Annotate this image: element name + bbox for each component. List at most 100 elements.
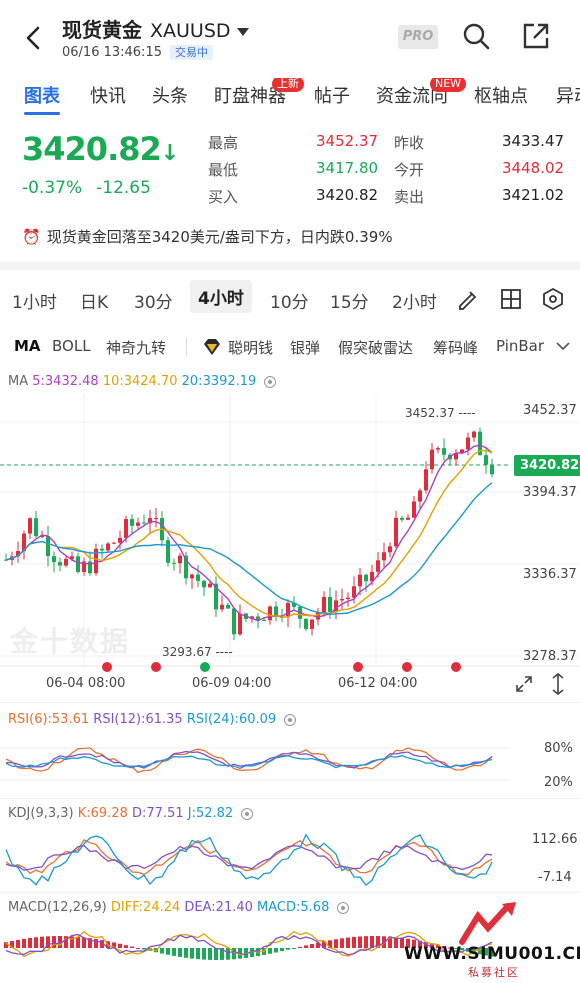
tab-headlines[interactable]: 头条: [152, 82, 188, 108]
indicator-smart-money[interactable]: 聪明钱: [228, 339, 274, 357]
candle-body: [454, 453, 458, 460]
candle-body: [4, 559, 8, 561]
period-2h[interactable]: 2小时: [392, 293, 437, 313]
indicator-magic-nine[interactable]: 神奇九转: [106, 339, 167, 357]
macd-bar: [304, 945, 308, 948]
macd-bar: [172, 948, 176, 956]
period-10m[interactable]: 10分: [270, 293, 309, 313]
x-tick: 06-04 08:00: [46, 676, 126, 691]
candle-body: [484, 455, 488, 465]
symbol-title[interactable]: 现货黄金 XAUUSD: [62, 14, 249, 43]
indicator-ma[interactable]: MA: [14, 337, 41, 355]
candle-body: [418, 490, 422, 502]
macd-bar: [88, 938, 92, 948]
indicator-silver-bullet[interactable]: 银弹: [290, 339, 321, 357]
site-subtitle: 私募社区: [468, 966, 520, 979]
low-marker-value: 3293.67: [162, 645, 212, 659]
macd-bar: [58, 936, 62, 948]
candle-body: [178, 555, 182, 564]
candle-body: [124, 519, 128, 538]
macd-bar: [178, 948, 182, 957]
tab-pivot[interactable]: 枢轴点: [474, 82, 528, 108]
candle-body: [274, 606, 278, 617]
period-15m[interactable]: 15分: [330, 293, 369, 313]
share-external-icon[interactable]: [522, 22, 550, 50]
macd-value: MACD:5.68: [257, 900, 330, 915]
macd-bar: [118, 943, 122, 948]
macd-bar: [394, 937, 398, 948]
back-arrow-icon[interactable]: [20, 22, 48, 54]
kdj-k-value: K:69.28: [77, 806, 128, 821]
candle-body: [226, 604, 230, 609]
indicator-chip-peak[interactable]: 筹码峰: [433, 339, 479, 357]
period-4h[interactable]: 4小时: [190, 280, 252, 313]
vertical-resize-icon[interactable]: [548, 672, 568, 696]
pro-button[interactable]: PRO: [398, 25, 438, 49]
macd-bar: [208, 948, 212, 960]
info-icon[interactable]: [337, 901, 350, 914]
macd-bar: [454, 948, 458, 949]
period-daily[interactable]: 日K: [80, 293, 109, 313]
info-icon[interactable]: [241, 807, 254, 820]
indicator-boll[interactable]: BOLL: [52, 337, 91, 355]
candle-body: [388, 546, 392, 553]
search-icon[interactable]: [462, 22, 490, 50]
candle-body: [22, 533, 26, 552]
tab-fund-flow[interactable]: 资金流向 NEW: [376, 78, 467, 108]
tab-flash[interactable]: 快讯: [90, 82, 126, 108]
ma5-line: [5, 444, 493, 622]
indicator-fake-breakout[interactable]: 假突破雷达: [338, 339, 414, 357]
macd-bar: [160, 948, 164, 954]
candle-body: [172, 562, 176, 564]
high-marker-value: 3452.37: [405, 406, 455, 420]
candlestick-chart[interactable]: [0, 394, 580, 694]
site-logo-icon: [459, 902, 516, 945]
expand-icon[interactable]: [514, 674, 534, 694]
symbol-code: XAUUSD: [150, 20, 231, 42]
chevron-down-icon[interactable]: [556, 341, 570, 351]
macd-bar: [202, 948, 206, 960]
tab-label: 快讯: [90, 86, 126, 107]
signal-dots: [102, 662, 461, 672]
y-tick: 3394.37: [523, 485, 577, 500]
new-badge: NEW: [430, 78, 467, 92]
tab-posts[interactable]: 帖子: [314, 82, 350, 108]
candle-body: [202, 580, 206, 588]
candle-body: [316, 612, 320, 620]
macd-bar: [94, 939, 98, 948]
tab-movement[interactable]: 异动: [556, 82, 580, 108]
period-1h[interactable]: 1小时: [12, 293, 57, 313]
macd-bar: [286, 948, 290, 950]
signal-dot: [353, 662, 363, 672]
candle-body: [358, 574, 362, 587]
indicator-pinbar[interactable]: PinBar: [496, 337, 545, 355]
ma-label: MA: [8, 374, 29, 389]
open-label: 今开: [394, 161, 425, 179]
tab-chart[interactable]: 图表: [24, 82, 60, 115]
candle-body: [58, 562, 62, 566]
draw-pen-icon[interactable]: [456, 288, 478, 310]
info-icon[interactable]: [284, 713, 297, 726]
tab-watch-tool[interactable]: 盯盘神器 上新: [214, 78, 304, 108]
info-icon[interactable]: [264, 375, 277, 388]
candle-body: [406, 517, 410, 520]
macd-bar: [70, 936, 74, 948]
kdj-tick: -7.14: [538, 870, 572, 885]
macd-bar: [490, 948, 494, 957]
instrument-name: 现货黄金: [62, 18, 142, 42]
low-label: 最低: [208, 161, 239, 179]
ma5-value: 5:3432.48: [32, 374, 99, 389]
layout-grid-icon[interactable]: [500, 288, 522, 310]
period-30m[interactable]: 30分: [134, 293, 173, 313]
macd-bar: [358, 936, 362, 948]
kdj-chart: [5, 833, 493, 887]
grid-lines: [0, 394, 580, 667]
news-ticker[interactable]: ⏰ 现货黄金回落至3420美元/盎司下方，日内跌0.39%: [22, 226, 393, 247]
macd-bar: [76, 936, 80, 948]
candle-body: [166, 540, 170, 563]
settings-gear-icon[interactable]: [542, 288, 564, 310]
candle-body: [190, 574, 194, 579]
high-label: 最高: [208, 134, 239, 152]
candle-body: [238, 613, 242, 635]
high-value: 3452.37: [316, 132, 379, 150]
